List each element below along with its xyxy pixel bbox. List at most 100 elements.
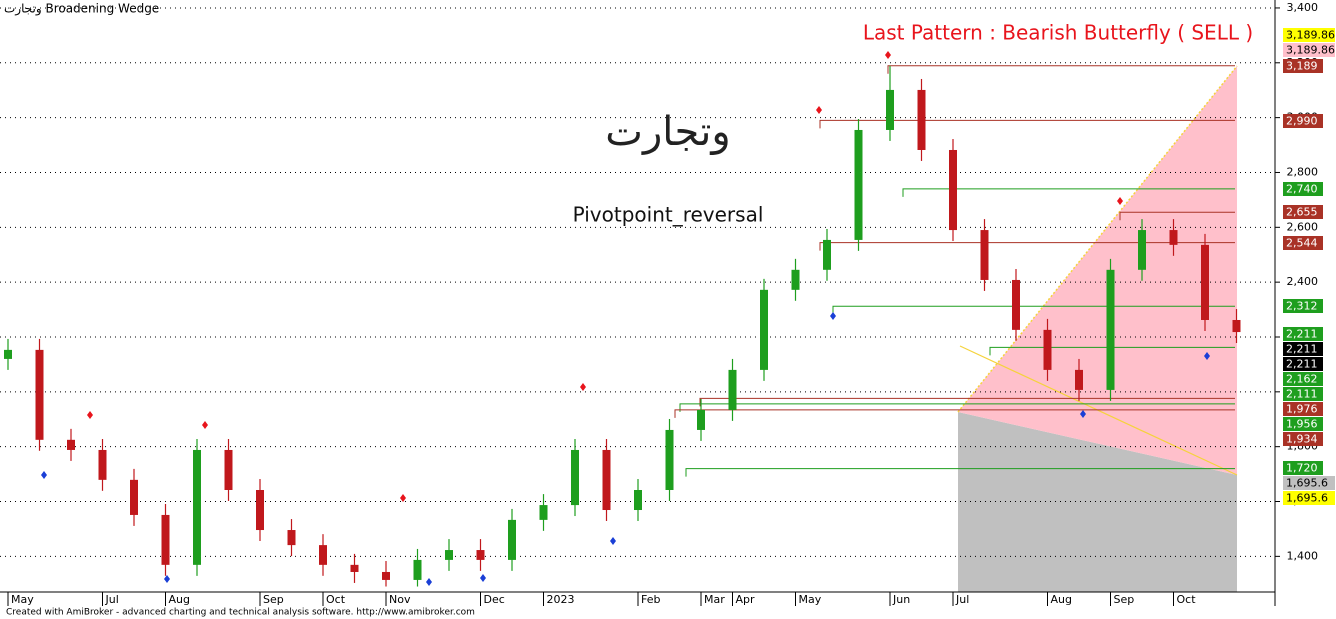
price-label-box (1283, 476, 1335, 490)
pivot-high (87, 411, 93, 419)
level-line (819, 242, 1235, 251)
price-label: 2,211 (1286, 328, 1318, 341)
candle-body (445, 550, 453, 560)
price-label: 2,990 (1286, 115, 1318, 128)
candle-body (161, 514, 170, 565)
x-tick-label: May (11, 593, 34, 606)
pivot-markers (41, 51, 1210, 586)
x-tick-label: Apr (736, 593, 756, 606)
price-label-box (1283, 182, 1323, 196)
candle-body (224, 449, 233, 490)
level-line (1119, 211, 1235, 221)
price-label: 1,695.6 (1286, 477, 1328, 490)
price-label: 2,211 (1286, 358, 1318, 371)
level-line (819, 119, 1235, 129)
level-line (832, 305, 1235, 315)
y-tick-label: 2,400 (1287, 275, 1319, 288)
x-tick-label: May (799, 593, 822, 606)
candle-body (130, 479, 138, 515)
pattern-text: Last Pattern : Bearish Butterfly ( SELL … (863, 21, 1253, 45)
price-label-box (1283, 327, 1323, 341)
price-label: 3,189 (1286, 60, 1318, 73)
candle-body (571, 449, 579, 506)
price-label: 2,111 (1286, 388, 1318, 401)
x-tick-label: Aug (169, 593, 190, 606)
price-label-box (1283, 205, 1323, 219)
pivot-high (1117, 197, 1123, 205)
x-tick-label: Sep (263, 593, 284, 606)
pivot-low (426, 578, 432, 586)
pivot-high (816, 106, 822, 114)
y-tick-label: 3,400 (1287, 1, 1319, 14)
x-tick-label: Mar (704, 593, 725, 606)
candle-body (539, 505, 548, 520)
level-line (679, 403, 1235, 412)
pivot-low (830, 312, 836, 320)
x-tick-label: Aug (1051, 593, 1072, 606)
price-label-box (1283, 491, 1335, 505)
candle-body (98, 449, 107, 480)
price-label: 2,162 (1286, 373, 1318, 386)
candle-body (287, 530, 296, 546)
candle-body (980, 230, 989, 280)
price-label: 2,740 (1286, 183, 1318, 196)
candle-body (35, 349, 44, 440)
price-label: 2,544 (1286, 237, 1318, 250)
price-label-box (1283, 372, 1323, 386)
price-label-box (1283, 432, 1323, 446)
candle-body (382, 571, 390, 580)
price-label: 2,211 (1286, 343, 1318, 356)
candle-body (665, 429, 674, 490)
candle-body (728, 369, 737, 410)
price-label: 1,720 (1286, 462, 1318, 475)
chart-title: وتجارت Broadening Wedge (4, 2, 159, 17)
candle-body (854, 129, 863, 240)
candle-body (1232, 319, 1241, 333)
price-label-box (1283, 59, 1323, 73)
candle-body (476, 550, 485, 560)
candle-body (886, 89, 894, 130)
pivot-low (164, 575, 170, 583)
price-label-box (1283, 114, 1323, 128)
candle-body (1043, 329, 1052, 370)
pattern-triangle (958, 66, 1237, 475)
pivot-low (1204, 352, 1210, 360)
pivot-high (400, 494, 406, 502)
candle-body (760, 289, 768, 370)
candle-body (1201, 244, 1209, 320)
price-label: 2,312 (1286, 300, 1318, 313)
pivot-low (610, 537, 616, 545)
level-line (887, 65, 1235, 74)
y-tick-label: 2,600 (1287, 220, 1319, 233)
candle-body (602, 449, 611, 511)
price-label-box (1283, 387, 1323, 401)
pivot-high (580, 383, 586, 391)
x-tick-label: Dec (484, 593, 505, 606)
y-tick-label: 2,800 (1287, 165, 1319, 178)
price-label-box (1283, 236, 1323, 250)
candle-body (917, 89, 926, 150)
candle-body (193, 449, 201, 565)
price-label-box (1283, 402, 1323, 416)
candle-body (1106, 269, 1115, 390)
x-tick-label: Nov (389, 593, 411, 606)
level-line (685, 468, 1235, 477)
candle-body (697, 409, 705, 430)
x-tick-label: Jul (105, 593, 119, 606)
candle-body (413, 559, 422, 580)
level-line (989, 346, 1235, 356)
level-line (902, 188, 1235, 197)
candle-body (319, 545, 327, 565)
price-label-box (1283, 342, 1323, 356)
x-tick-label: Oct (326, 593, 346, 606)
x-tick-label: Feb (641, 593, 660, 606)
x-tick-label: Jul (955, 593, 969, 606)
pattern-shade (958, 412, 1237, 592)
candle-body (4, 349, 12, 359)
candle-body (1169, 230, 1178, 245)
pattern-line (959, 345, 1238, 476)
candle-body (67, 439, 75, 450)
pivot-low (41, 471, 47, 479)
plot-area (0, 7, 1275, 592)
